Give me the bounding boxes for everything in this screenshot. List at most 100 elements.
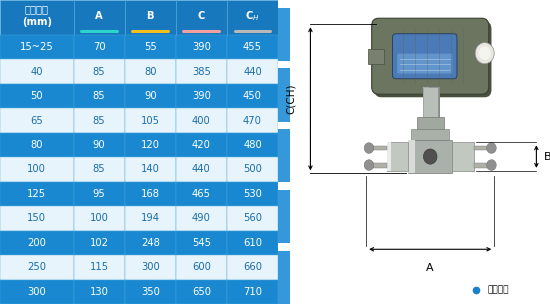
Bar — [74, 133, 125, 157]
Text: 130: 130 — [90, 287, 108, 297]
Bar — [74, 0, 125, 35]
Text: 80: 80 — [144, 67, 157, 77]
Bar — [125, 206, 176, 231]
Bar — [74, 206, 125, 231]
Bar — [125, 84, 176, 108]
Text: 710: 710 — [243, 287, 262, 297]
Text: 仪表口径
(mm): 仪表口径 (mm) — [22, 5, 52, 27]
Bar — [74, 108, 125, 133]
Text: A: A — [426, 263, 434, 272]
Text: B: B — [146, 11, 154, 21]
Bar — [474, 146, 489, 150]
Text: C(CH): C(CH) — [287, 84, 296, 114]
Bar — [125, 0, 176, 35]
Text: 55: 55 — [144, 42, 157, 52]
Text: 500: 500 — [243, 164, 262, 174]
Bar — [74, 35, 125, 59]
Bar — [0, 59, 74, 84]
Bar — [125, 35, 176, 59]
Text: 90: 90 — [93, 140, 106, 150]
Bar — [227, 280, 278, 304]
Bar — [125, 108, 176, 133]
Text: 455: 455 — [243, 42, 262, 52]
Text: 560: 560 — [243, 213, 262, 223]
Text: 85: 85 — [93, 67, 106, 77]
Bar — [278, 129, 290, 182]
Text: B: B — [543, 152, 550, 161]
Bar — [278, 251, 290, 304]
Text: 65: 65 — [30, 116, 43, 126]
Bar — [227, 84, 278, 108]
Text: 440: 440 — [192, 164, 211, 174]
Bar — [176, 280, 227, 304]
Circle shape — [475, 43, 494, 64]
Bar — [227, 231, 278, 255]
Bar — [74, 59, 125, 84]
Text: 350: 350 — [141, 287, 160, 297]
Text: 400: 400 — [192, 116, 211, 126]
Text: 390: 390 — [192, 42, 211, 52]
Text: 610: 610 — [243, 238, 262, 248]
Bar — [372, 146, 387, 150]
Bar — [474, 163, 489, 168]
Text: 194: 194 — [141, 213, 160, 223]
Text: 105: 105 — [141, 116, 160, 126]
Text: 385: 385 — [192, 67, 211, 77]
FancyBboxPatch shape — [375, 21, 492, 97]
Text: 168: 168 — [141, 189, 160, 199]
Bar — [74, 231, 125, 255]
Text: 125: 125 — [28, 189, 46, 199]
Text: 85: 85 — [93, 164, 106, 174]
Bar — [125, 182, 176, 206]
Bar — [0, 255, 74, 280]
Bar — [176, 0, 227, 35]
Text: 常规仪表: 常规仪表 — [487, 286, 509, 295]
Text: 545: 545 — [192, 238, 211, 248]
Text: 115: 115 — [90, 262, 109, 272]
Circle shape — [487, 160, 496, 171]
Bar — [176, 231, 227, 255]
Bar — [74, 182, 125, 206]
Bar — [423, 87, 430, 122]
Bar — [74, 255, 125, 280]
Text: 200: 200 — [28, 238, 46, 248]
Bar — [125, 280, 176, 304]
Bar — [387, 142, 391, 171]
Bar — [425, 87, 440, 122]
Text: 90: 90 — [144, 91, 157, 101]
Bar — [125, 157, 176, 182]
Bar — [278, 190, 290, 243]
Bar — [176, 59, 227, 84]
Circle shape — [478, 47, 491, 60]
Text: C$_H$: C$_H$ — [245, 9, 260, 22]
Bar — [125, 231, 176, 255]
Text: 95: 95 — [93, 189, 106, 199]
Bar — [0, 84, 74, 108]
Bar — [176, 255, 227, 280]
Bar — [227, 255, 278, 280]
Bar — [227, 59, 278, 84]
FancyBboxPatch shape — [397, 54, 452, 74]
Bar — [176, 206, 227, 231]
Text: 70: 70 — [93, 42, 106, 52]
Text: 100: 100 — [90, 213, 108, 223]
Bar — [0, 182, 74, 206]
Bar — [0, 206, 74, 231]
Text: 80: 80 — [31, 140, 43, 150]
Bar — [176, 35, 227, 59]
Bar — [372, 163, 387, 168]
Bar — [176, 133, 227, 157]
Text: 650: 650 — [192, 287, 211, 297]
Bar — [176, 108, 227, 133]
Bar — [125, 59, 176, 84]
Text: 490: 490 — [192, 213, 211, 223]
Bar — [227, 108, 278, 133]
Text: 250: 250 — [28, 262, 46, 272]
Text: 660: 660 — [243, 262, 262, 272]
Text: 470: 470 — [243, 116, 262, 126]
Bar — [227, 206, 278, 231]
Bar — [227, 35, 278, 59]
Text: 480: 480 — [243, 140, 262, 150]
Bar — [409, 140, 452, 173]
Text: 85: 85 — [93, 91, 106, 101]
